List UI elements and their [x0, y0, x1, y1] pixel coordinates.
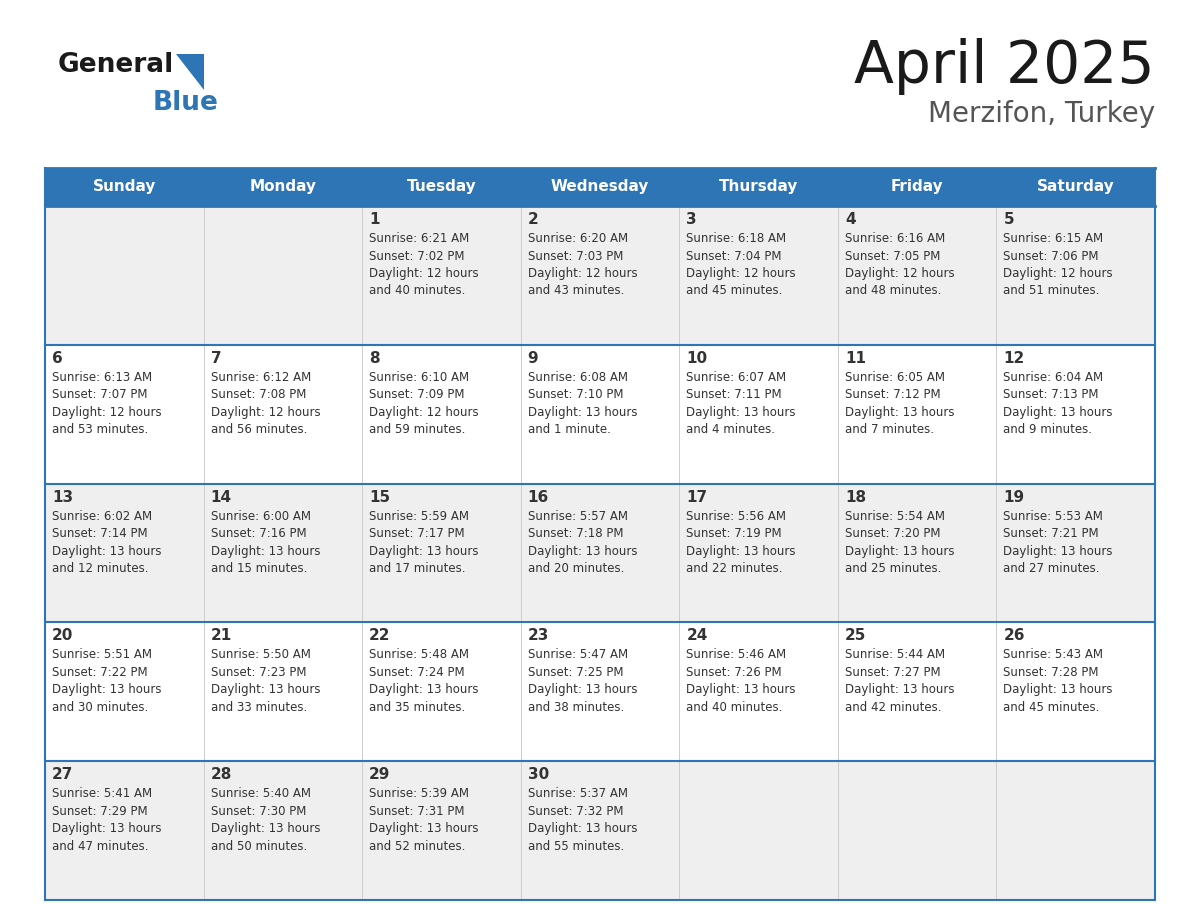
Text: 17: 17 — [687, 489, 707, 505]
Bar — [45, 484, 1155, 622]
Text: Sunrise: 6:10 AM
Sunset: 7:09 PM
Daylight: 12 hours
and 59 minutes.: Sunrise: 6:10 AM Sunset: 7:09 PM Dayligh… — [369, 371, 479, 436]
Text: Sunrise: 5:53 AM
Sunset: 7:21 PM
Daylight: 13 hours
and 27 minutes.: Sunrise: 5:53 AM Sunset: 7:21 PM Dayligh… — [1004, 509, 1113, 575]
Text: Sunrise: 6:16 AM
Sunset: 7:05 PM
Daylight: 12 hours
and 48 minutes.: Sunrise: 6:16 AM Sunset: 7:05 PM Dayligh… — [845, 232, 954, 297]
Text: 8: 8 — [369, 351, 380, 365]
Text: 22: 22 — [369, 629, 391, 644]
Text: Sunrise: 5:37 AM
Sunset: 7:32 PM
Daylight: 13 hours
and 55 minutes.: Sunrise: 5:37 AM Sunset: 7:32 PM Dayligh… — [527, 788, 637, 853]
Text: 18: 18 — [845, 489, 866, 505]
Text: Sunrise: 5:43 AM
Sunset: 7:28 PM
Daylight: 13 hours
and 45 minutes.: Sunrise: 5:43 AM Sunset: 7:28 PM Dayligh… — [1004, 648, 1113, 714]
Text: 23: 23 — [527, 629, 549, 644]
Text: 13: 13 — [52, 489, 74, 505]
Text: Sunrise: 6:20 AM
Sunset: 7:03 PM
Daylight: 12 hours
and 43 minutes.: Sunrise: 6:20 AM Sunset: 7:03 PM Dayligh… — [527, 232, 637, 297]
Text: Friday: Friday — [891, 180, 943, 195]
Text: 5: 5 — [1004, 212, 1015, 227]
Text: 12: 12 — [1004, 351, 1025, 365]
Text: Monday: Monday — [249, 180, 316, 195]
Text: 24: 24 — [687, 629, 708, 644]
Text: Sunrise: 6:12 AM
Sunset: 7:08 PM
Daylight: 12 hours
and 56 minutes.: Sunrise: 6:12 AM Sunset: 7:08 PM Dayligh… — [210, 371, 321, 436]
Bar — [45, 622, 1155, 761]
Text: 9: 9 — [527, 351, 538, 365]
Text: Sunrise: 6:08 AM
Sunset: 7:10 PM
Daylight: 13 hours
and 1 minute.: Sunrise: 6:08 AM Sunset: 7:10 PM Dayligh… — [527, 371, 637, 436]
Text: 27: 27 — [52, 767, 74, 782]
Text: 15: 15 — [369, 489, 391, 505]
Text: Saturday: Saturday — [1037, 180, 1114, 195]
Text: Sunrise: 6:02 AM
Sunset: 7:14 PM
Daylight: 13 hours
and 12 minutes.: Sunrise: 6:02 AM Sunset: 7:14 PM Dayligh… — [52, 509, 162, 575]
Text: 4: 4 — [845, 212, 855, 227]
Text: 2: 2 — [527, 212, 538, 227]
Text: 20: 20 — [52, 629, 74, 644]
Text: 21: 21 — [210, 629, 232, 644]
Text: 3: 3 — [687, 212, 697, 227]
Text: 14: 14 — [210, 489, 232, 505]
Text: Sunrise: 5:39 AM
Sunset: 7:31 PM
Daylight: 13 hours
and 52 minutes.: Sunrise: 5:39 AM Sunset: 7:31 PM Dayligh… — [369, 788, 479, 853]
Text: General: General — [58, 52, 175, 78]
Text: Sunrise: 5:50 AM
Sunset: 7:23 PM
Daylight: 13 hours
and 33 minutes.: Sunrise: 5:50 AM Sunset: 7:23 PM Dayligh… — [210, 648, 320, 714]
Text: Blue: Blue — [153, 90, 219, 116]
Text: Sunrise: 5:57 AM
Sunset: 7:18 PM
Daylight: 13 hours
and 20 minutes.: Sunrise: 5:57 AM Sunset: 7:18 PM Dayligh… — [527, 509, 637, 575]
Text: Sunrise: 5:40 AM
Sunset: 7:30 PM
Daylight: 13 hours
and 50 minutes.: Sunrise: 5:40 AM Sunset: 7:30 PM Dayligh… — [210, 788, 320, 853]
Text: Sunrise: 5:51 AM
Sunset: 7:22 PM
Daylight: 13 hours
and 30 minutes.: Sunrise: 5:51 AM Sunset: 7:22 PM Dayligh… — [52, 648, 162, 714]
Text: 26: 26 — [1004, 629, 1025, 644]
Text: Sunrise: 6:04 AM
Sunset: 7:13 PM
Daylight: 13 hours
and 9 minutes.: Sunrise: 6:04 AM Sunset: 7:13 PM Dayligh… — [1004, 371, 1113, 436]
Bar — [45, 206, 1155, 345]
Text: Sunrise: 6:07 AM
Sunset: 7:11 PM
Daylight: 13 hours
and 4 minutes.: Sunrise: 6:07 AM Sunset: 7:11 PM Dayligh… — [687, 371, 796, 436]
Text: 25: 25 — [845, 629, 866, 644]
Text: Sunrise: 5:46 AM
Sunset: 7:26 PM
Daylight: 13 hours
and 40 minutes.: Sunrise: 5:46 AM Sunset: 7:26 PM Dayligh… — [687, 648, 796, 714]
Text: Sunrise: 5:59 AM
Sunset: 7:17 PM
Daylight: 13 hours
and 17 minutes.: Sunrise: 5:59 AM Sunset: 7:17 PM Dayligh… — [369, 509, 479, 575]
Text: 11: 11 — [845, 351, 866, 365]
Text: Sunrise: 6:13 AM
Sunset: 7:07 PM
Daylight: 12 hours
and 53 minutes.: Sunrise: 6:13 AM Sunset: 7:07 PM Dayligh… — [52, 371, 162, 436]
Text: Sunrise: 5:48 AM
Sunset: 7:24 PM
Daylight: 13 hours
and 35 minutes.: Sunrise: 5:48 AM Sunset: 7:24 PM Dayligh… — [369, 648, 479, 714]
Bar — [45, 168, 1155, 206]
Text: 30: 30 — [527, 767, 549, 782]
Text: 19: 19 — [1004, 489, 1024, 505]
Text: Sunrise: 5:44 AM
Sunset: 7:27 PM
Daylight: 13 hours
and 42 minutes.: Sunrise: 5:44 AM Sunset: 7:27 PM Dayligh… — [845, 648, 954, 714]
Text: Sunrise: 6:00 AM
Sunset: 7:16 PM
Daylight: 13 hours
and 15 minutes.: Sunrise: 6:00 AM Sunset: 7:16 PM Dayligh… — [210, 509, 320, 575]
Text: Sunday: Sunday — [93, 180, 156, 195]
Text: Sunrise: 6:15 AM
Sunset: 7:06 PM
Daylight: 12 hours
and 51 minutes.: Sunrise: 6:15 AM Sunset: 7:06 PM Dayligh… — [1004, 232, 1113, 297]
Text: Wednesday: Wednesday — [551, 180, 649, 195]
Text: Thursday: Thursday — [719, 180, 798, 195]
Text: Sunrise: 5:56 AM
Sunset: 7:19 PM
Daylight: 13 hours
and 22 minutes.: Sunrise: 5:56 AM Sunset: 7:19 PM Dayligh… — [687, 509, 796, 575]
Text: 6: 6 — [52, 351, 63, 365]
Polygon shape — [176, 54, 204, 90]
Text: Sunrise: 6:05 AM
Sunset: 7:12 PM
Daylight: 13 hours
and 7 minutes.: Sunrise: 6:05 AM Sunset: 7:12 PM Dayligh… — [845, 371, 954, 436]
Bar — [45, 761, 1155, 900]
Text: 29: 29 — [369, 767, 391, 782]
Text: Sunrise: 6:18 AM
Sunset: 7:04 PM
Daylight: 12 hours
and 45 minutes.: Sunrise: 6:18 AM Sunset: 7:04 PM Dayligh… — [687, 232, 796, 297]
Bar — [45, 345, 1155, 484]
Text: April 2025: April 2025 — [854, 38, 1155, 95]
Text: Merzifon, Turkey: Merzifon, Turkey — [928, 100, 1155, 128]
Text: 1: 1 — [369, 212, 380, 227]
Text: Sunrise: 6:21 AM
Sunset: 7:02 PM
Daylight: 12 hours
and 40 minutes.: Sunrise: 6:21 AM Sunset: 7:02 PM Dayligh… — [369, 232, 479, 297]
Text: 16: 16 — [527, 489, 549, 505]
Text: Sunrise: 5:41 AM
Sunset: 7:29 PM
Daylight: 13 hours
and 47 minutes.: Sunrise: 5:41 AM Sunset: 7:29 PM Dayligh… — [52, 788, 162, 853]
Text: Tuesday: Tuesday — [406, 180, 476, 195]
Text: 10: 10 — [687, 351, 707, 365]
Text: 7: 7 — [210, 351, 221, 365]
Text: 28: 28 — [210, 767, 232, 782]
Text: Sunrise: 5:47 AM
Sunset: 7:25 PM
Daylight: 13 hours
and 38 minutes.: Sunrise: 5:47 AM Sunset: 7:25 PM Dayligh… — [527, 648, 637, 714]
Text: Sunrise: 5:54 AM
Sunset: 7:20 PM
Daylight: 13 hours
and 25 minutes.: Sunrise: 5:54 AM Sunset: 7:20 PM Dayligh… — [845, 509, 954, 575]
